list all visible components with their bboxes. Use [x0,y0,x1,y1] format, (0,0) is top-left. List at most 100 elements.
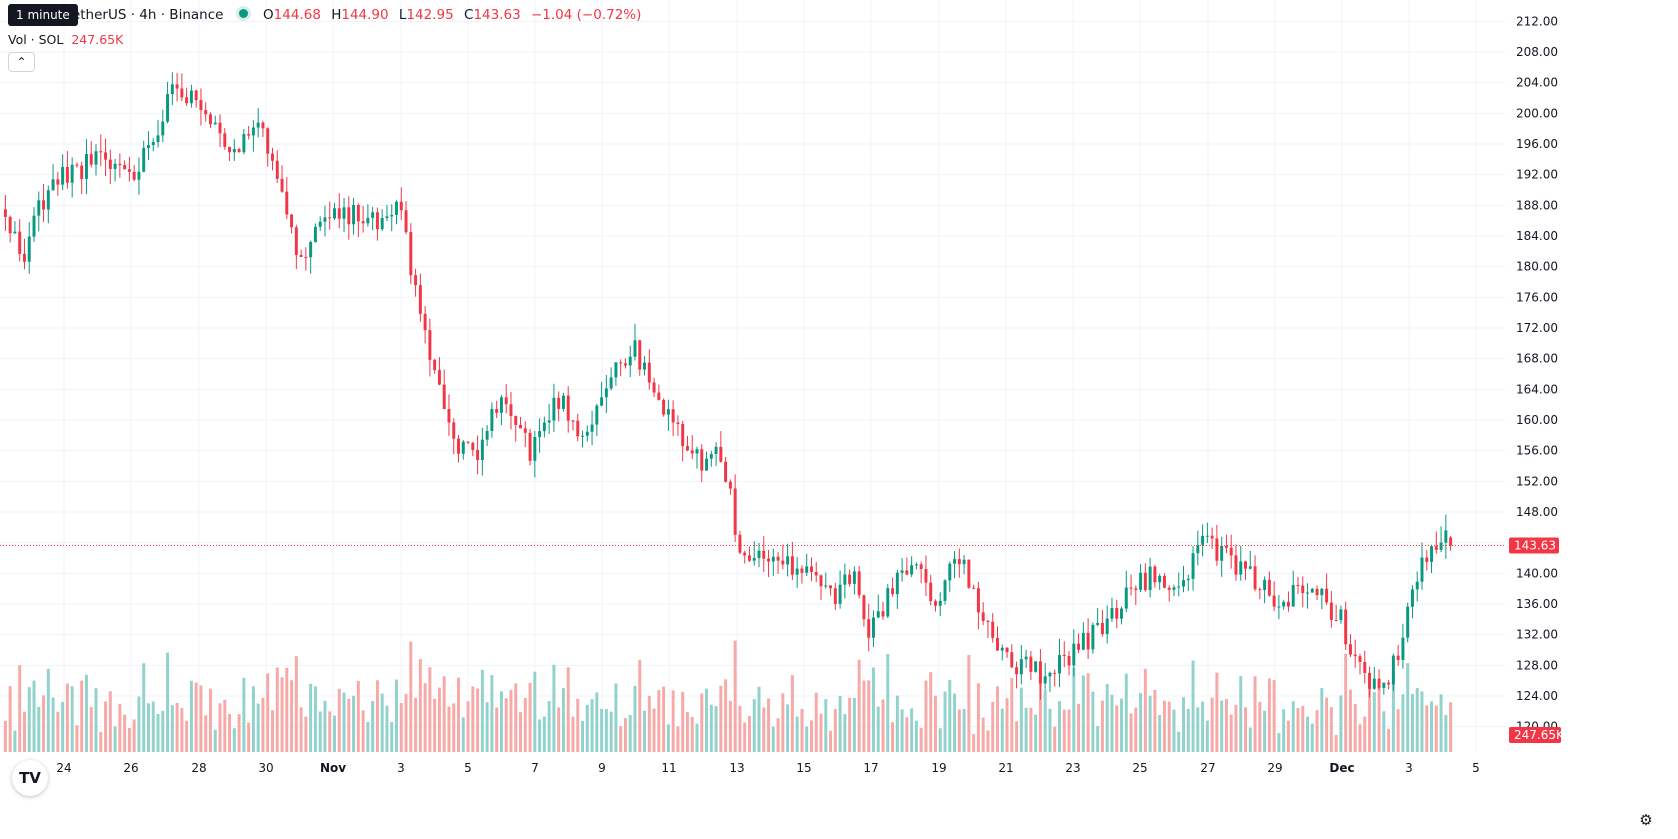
candle-body [1072,643,1076,666]
volume-bar [628,714,632,752]
candle-body [514,416,518,425]
close-value: 143.63 [473,7,521,23]
volume-bar [676,726,680,752]
candle-body [180,88,184,98]
candle-body [1153,566,1157,583]
candle-body [671,409,675,423]
candle-body [614,362,618,378]
candle-body [666,409,670,415]
volume-bar [1215,672,1219,752]
candle-body [56,179,60,185]
symbol-legend: TetherUS · 4h · Binance O144.68 H144.90 … [8,6,641,23]
candle-body [80,165,84,179]
time-tick-label: Dec [1329,761,1354,775]
volume-bar [967,654,971,752]
volume-bar [1396,709,1400,752]
volume-bar [461,717,465,752]
candle-body [337,208,341,219]
volume-bar [237,714,241,752]
candle-body [390,214,394,217]
candle-body [695,449,699,454]
volume-bar [681,691,685,752]
price-tick-label: 164.00 [1516,382,1558,396]
volume-bar [857,659,861,752]
symbol-title[interactable]: TetherUS · 4h · Binance [66,7,224,23]
volume-bar [743,722,747,752]
volume-bar [1224,699,1228,752]
candle-body [743,552,747,556]
volume-bar [1410,694,1414,752]
candle-body [89,154,93,165]
volume-bar [719,685,723,752]
candle-body [1143,572,1147,591]
volume-bar [871,667,875,752]
candle-body [452,422,456,439]
candle-body [1444,530,1448,543]
candle-body [209,114,212,125]
volume-bar [1420,691,1424,752]
volume-bar [795,716,799,752]
candle-body [1029,656,1033,672]
candle-body [123,165,127,170]
volume-bar [848,697,852,752]
candle-body [1372,678,1376,689]
candle-body [142,147,146,172]
volume-bar [480,669,484,752]
candle-body [523,428,527,433]
volume-bar [557,707,561,752]
time-tick-label: 17 [863,761,878,775]
candle-body [786,556,790,565]
candle-body [1387,682,1391,685]
candle-body [361,221,365,224]
candle-body [318,221,322,227]
candle-body [1382,682,1386,688]
settings-gear-icon[interactable]: ⚙ [1639,811,1653,829]
candle-body [690,450,694,454]
volume-bar [509,690,513,752]
candle-body [838,584,842,604]
candle-body [275,160,279,179]
volume-bar [228,713,232,752]
volume-bar [986,730,990,752]
candle-body [652,382,656,393]
candle-body [151,141,155,146]
volume-bar [80,680,84,752]
volume-label[interactable]: Vol · SOL [8,32,64,47]
volume-bar [108,691,112,752]
volume-bar [437,687,441,752]
volume-bar [614,683,618,752]
candle-body [333,208,336,219]
candle-body [1081,632,1085,650]
volume-bar [142,663,146,752]
volume-bar [218,703,222,752]
candle-body [1401,637,1405,660]
volume-bar [318,711,322,752]
candle-body [1043,676,1047,684]
volume-bar [709,704,713,752]
candle-body [1263,579,1267,591]
volume-bar [223,699,227,752]
time-tick-label: 29 [1267,761,1282,775]
volume-bar [1196,707,1200,752]
volume-bar [146,703,150,752]
volume-bar [328,711,332,752]
volume-bar [1244,707,1247,752]
collapse-legend-button[interactable]: ⌃ [8,52,35,72]
candle-body [1186,578,1190,581]
candle-body [1100,622,1104,635]
candle-body [986,620,990,622]
volume-bar [442,676,446,752]
candle-body [108,159,112,169]
candle-body [1339,609,1343,621]
volume-bar [395,679,398,752]
volume-bar [1115,705,1119,752]
volume-bar [204,715,208,752]
volume-bar [1029,707,1033,752]
volume-bar [361,710,365,752]
volume-bar [1053,726,1057,752]
volume-bar [1038,676,1042,752]
tradingview-logo-icon[interactable]: TV [12,760,48,796]
volume-bar [724,679,728,752]
